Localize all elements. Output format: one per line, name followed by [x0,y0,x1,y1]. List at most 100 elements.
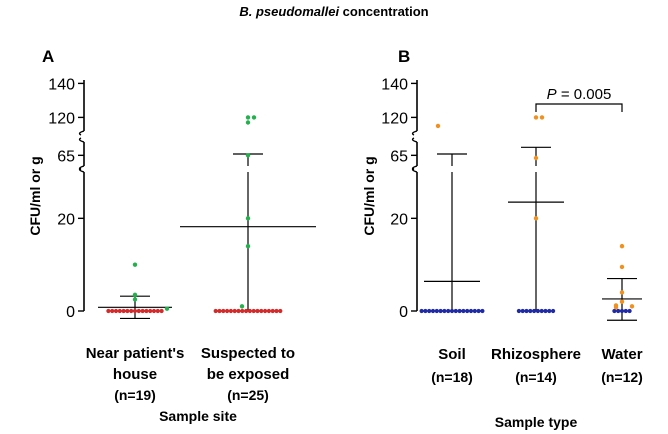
data-point-negative [468,308,474,314]
data-point-positive [435,123,441,129]
data-point-positive [619,264,625,270]
x-category-label: Rhizosphere [491,346,581,363]
y-axis-label: CFU/ml or g [27,156,43,235]
data-point-negative [247,308,252,314]
data-point-negative [221,308,226,314]
data-point-negative [263,308,268,314]
x-axis-title: Sample site [159,408,237,424]
panel-b: B CFU/ml or g 0 20 65 120 140 Sample type Soil (n… [361,47,643,430]
x-category-n-label: (n=25) [227,387,269,403]
x-category-n-label: (n=19) [114,387,156,403]
data-point-negative [430,308,436,314]
data-point-positive [239,304,245,309]
data-point-negative [225,308,230,314]
data-point-negative [125,308,130,314]
data-point-negative [623,308,628,314]
figure-title-species: B. pseudomallei [239,4,340,19]
data-point-negative [159,308,164,314]
data-point-negative [472,308,477,314]
data-point-negative [453,308,458,314]
data-point-negative [144,308,149,314]
data-point-negative [255,308,260,314]
data-point-negative [251,308,256,314]
data-point-negative [110,308,115,314]
data-point-positive [629,304,635,309]
axis-break-mark [411,165,418,171]
data-point-negative [446,308,451,314]
data-point-negative [442,308,447,314]
data-point-negative [240,308,245,314]
data-point-negative [619,308,625,314]
x-category-label: be exposed [207,366,290,383]
x-category-label: Near patient's [86,345,185,362]
panel-letter: B [398,47,410,66]
data-point-positive [619,243,625,249]
data-point-negative [155,308,160,314]
axis-break-mark [411,130,418,136]
y-axis-label: CFU/ml or g [361,156,377,235]
figure-title: B. pseudomallei concentration [0,4,668,19]
data-point-negative [270,308,275,314]
data-point-positive [245,120,251,125]
x-category-n-label: (n=18) [431,369,473,385]
data-point-negative [213,308,218,314]
data-point-negative [532,308,537,314]
data-point-negative [612,308,617,314]
data-point-negative [236,308,241,314]
significance-label-p: P [547,86,557,103]
significance-label-value: = 0.005 [557,86,612,103]
x-category-label: house [113,366,157,383]
data-point-positive [132,262,138,267]
significance-bracket [535,103,623,112]
data-point-negative [217,308,222,314]
data-point-negative [465,308,470,314]
panel-a: A CFU/ml or g 0 20 65 120 140 Sample site Near p… [27,47,316,424]
data-point-positive [613,305,619,310]
axis-break-mark [78,130,85,136]
data-point-positive [132,297,138,302]
data-point-positive [619,299,625,304]
axis-break-mark [411,137,418,143]
data-point-negative [434,308,439,314]
data-point-negative [113,308,119,314]
data-point-positive [245,153,251,158]
data-point-negative [278,308,283,314]
data-point-negative [551,308,556,314]
data-point-negative [543,308,548,314]
y-tick-label: 65 [390,148,408,165]
data-point-positive [533,216,539,221]
data-point-negative [129,308,134,314]
data-point-negative [438,308,443,314]
x-category-n-label: (n=12) [601,369,643,385]
y-tick-label: 140 [381,76,408,93]
data-point-negative [520,308,525,314]
data-point-negative [117,308,122,314]
y-tick-label: 0 [399,304,408,321]
data-point-negative [423,308,428,314]
data-point-negative [136,308,141,314]
data-point-negative [232,308,237,314]
data-point-negative [457,308,462,314]
y-tick-label: 0 [66,304,75,321]
data-point-negative [274,308,279,314]
y-tick-label: 140 [48,76,75,93]
data-point-negative [259,308,264,314]
data-point-negative [244,308,249,314]
data-point-negative [516,308,522,314]
y-tick-label: 20 [57,211,75,228]
data-point-negative [140,308,145,314]
data-point-positive [245,216,251,221]
data-point-positive [251,115,257,120]
data-point-positive [245,115,251,120]
data-point-negative [547,308,552,314]
data-point-positive [619,290,625,295]
data-point-positive [533,155,539,161]
x-axis-title: Sample type [495,414,578,430]
axis-break-mark [78,137,85,143]
data-point-negative [266,308,271,314]
data-point-negative [121,308,126,314]
y-tick-label: 120 [48,110,75,127]
data-point-negative [449,308,455,314]
data-point-positive [245,243,251,249]
